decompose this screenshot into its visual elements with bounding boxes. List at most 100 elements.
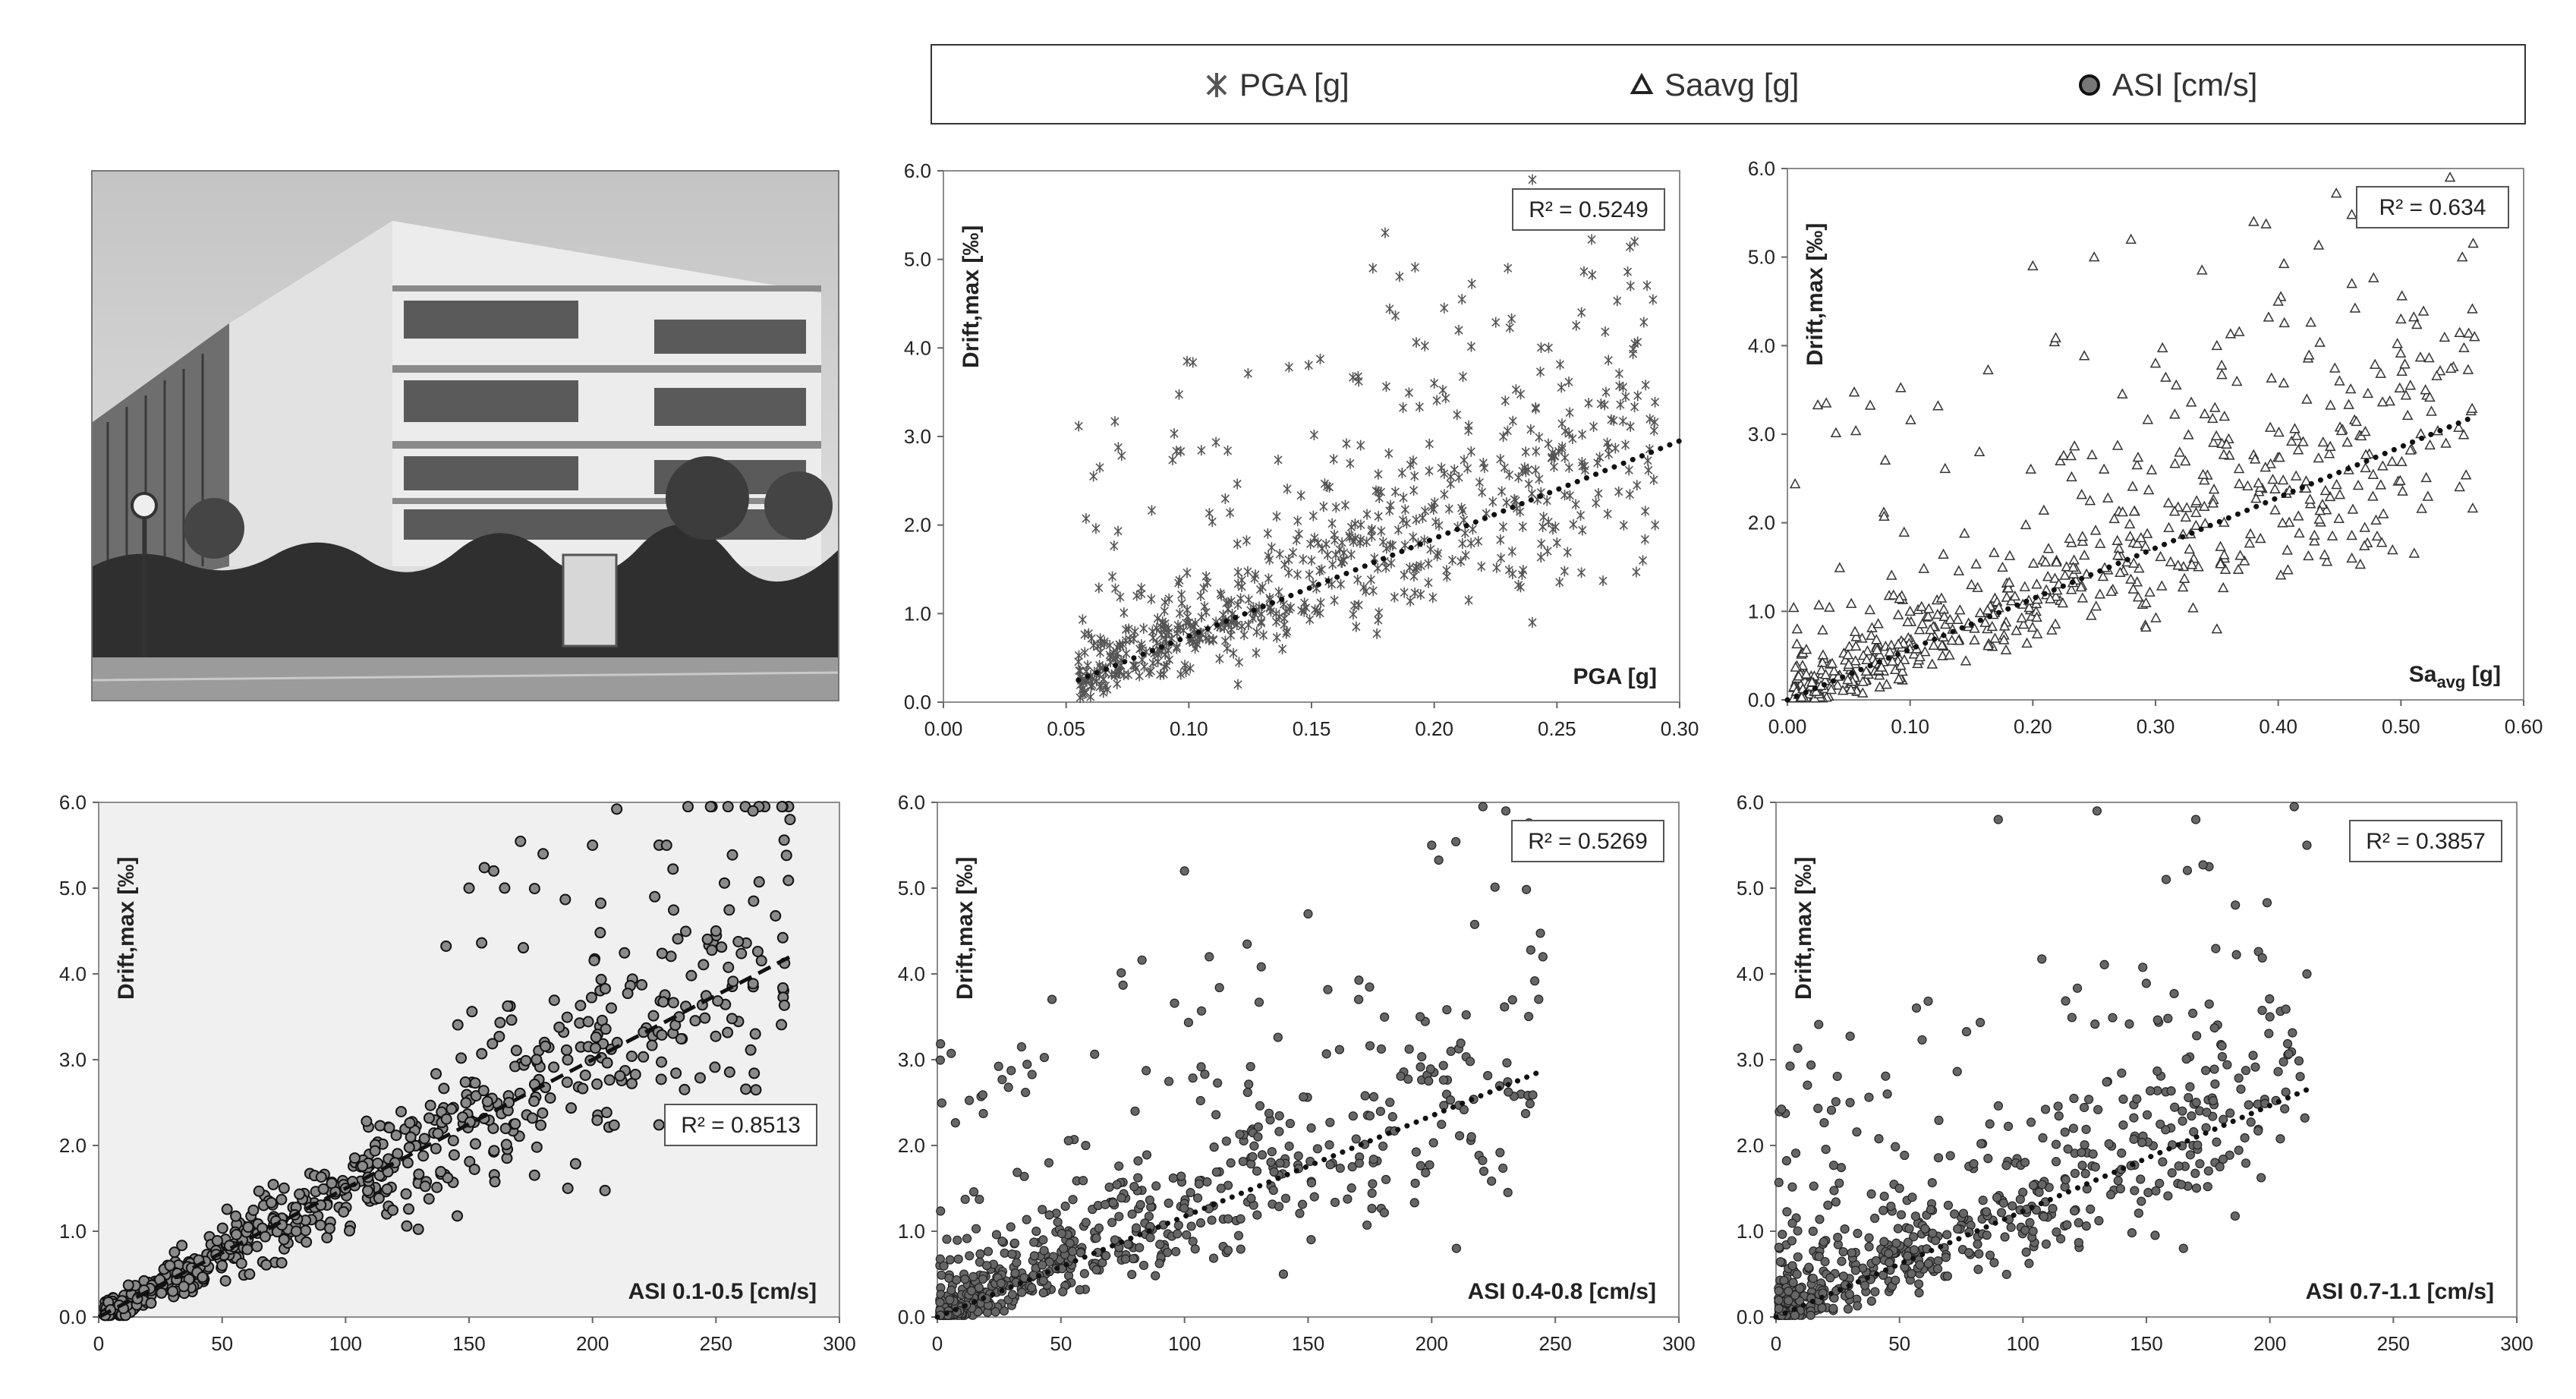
data-point [1145, 1195, 1154, 1205]
data-point [1021, 1088, 1031, 1098]
data-point [1038, 1287, 1048, 1298]
data-point [1216, 588, 1225, 599]
data-point [2142, 1110, 2152, 1120]
data-point [1365, 982, 1375, 992]
data-point [1496, 453, 1505, 465]
data-point [1202, 1177, 1212, 1187]
data-point [2163, 1191, 2173, 1201]
data-point [1308, 510, 1318, 521]
data-point [1390, 591, 1399, 603]
data-point [2210, 430, 2222, 441]
data-point [575, 1000, 587, 1012]
data-point [1478, 487, 1487, 498]
data-point [1113, 525, 1123, 537]
data-point [1094, 1223, 1104, 1233]
data-point [2104, 1139, 2114, 1149]
data-point [1244, 619, 1253, 631]
data-point [1108, 1198, 1118, 1208]
data-point [1400, 569, 1409, 581]
data-point [1927, 1178, 1937, 1188]
data-point [2375, 479, 2387, 490]
data-point [2234, 550, 2246, 560]
data-point [1932, 608, 1944, 619]
data-point [1507, 546, 1516, 557]
data-point [1926, 1205, 1935, 1215]
data-point [2054, 1111, 2064, 1121]
data-point [2094, 537, 2106, 548]
data-point [950, 1118, 960, 1128]
data-point [431, 1181, 443, 1193]
data-point [2049, 572, 2061, 583]
data-point [1845, 683, 1856, 695]
data-point [750, 1084, 762, 1096]
data-point [1649, 474, 1658, 486]
x-axis-label: PGA [g] [1573, 664, 1657, 689]
data-point [1274, 454, 1283, 465]
data-point [2423, 351, 2435, 363]
data-point [413, 1168, 425, 1180]
data-point [2034, 1187, 2044, 1197]
data-point [1409, 1198, 1419, 1208]
data-point [2404, 444, 2416, 455]
data-point [1172, 641, 1182, 653]
data-point [1644, 465, 1653, 476]
data-point [1432, 395, 1441, 406]
data-point [419, 1180, 431, 1193]
data-point [2263, 311, 2275, 322]
data-point [1133, 1156, 1143, 1166]
data-point [300, 1224, 312, 1237]
data-point [1081, 1140, 1091, 1151]
data-point [2253, 1126, 2263, 1136]
data-point [1528, 174, 1537, 185]
data-point [1866, 1189, 1876, 1199]
data-point [1053, 1217, 1063, 1227]
y-tick-label: 3.0 [904, 425, 931, 448]
data-point [1188, 1073, 1198, 1083]
data-point [1864, 399, 1876, 410]
data-point [1097, 679, 1106, 691]
circle-marker-icon [2079, 74, 2100, 96]
data-point [1171, 1246, 1181, 1256]
data-point [2275, 1134, 2285, 1144]
data-point [2282, 564, 2294, 575]
data-point [1420, 340, 1429, 351]
data-point [1281, 606, 1290, 617]
data-point [1442, 565, 1451, 576]
data-point [1864, 603, 1876, 615]
data-point [777, 982, 789, 994]
data-point [1233, 478, 1242, 490]
data-point [2234, 326, 2245, 336]
data-point [1973, 446, 1986, 457]
data-point [1479, 458, 1488, 468]
data-point [176, 1240, 188, 1252]
data-point [2039, 556, 2052, 567]
data-point [783, 874, 795, 887]
data-point [1132, 590, 1142, 601]
data-point [357, 1160, 369, 1172]
data-point [1564, 428, 1573, 440]
data-point [1207, 1215, 1217, 1225]
data-point [211, 1234, 223, 1246]
data-point [675, 1032, 687, 1045]
data-point [1242, 535, 1251, 547]
data-point [1399, 492, 1408, 503]
data-point [1524, 1011, 1534, 1022]
data-point [965, 1251, 975, 1261]
y-tick-label: 6.0 [1737, 791, 1764, 814]
data-point [1374, 511, 1383, 522]
data-point [622, 988, 634, 1000]
data-point [1022, 1059, 1032, 1070]
data-point [1151, 1181, 1161, 1191]
data-point [2068, 1123, 2079, 1133]
data-point [1510, 493, 1519, 505]
data-point [1834, 1178, 1844, 1188]
data-point [2161, 874, 2171, 884]
data-point [1068, 1195, 1078, 1205]
data-point [1233, 1230, 1244, 1240]
data-point [1504, 1087, 1513, 1097]
data-point [2218, 449, 2230, 459]
data-point [2317, 436, 2329, 447]
data-point [455, 1052, 468, 1064]
data-point [1306, 1235, 1316, 1245]
data-point [1458, 538, 1467, 550]
